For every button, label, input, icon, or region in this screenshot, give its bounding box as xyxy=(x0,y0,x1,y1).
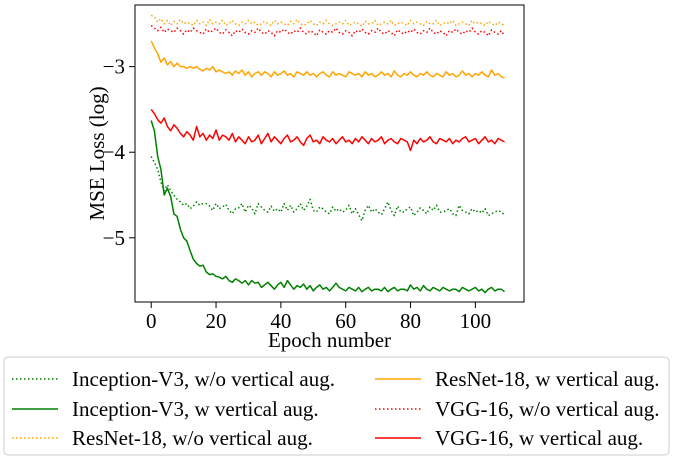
x-tick-label: 20 xyxy=(206,309,227,333)
series-line-1 xyxy=(150,120,505,294)
x-tick-label: 100 xyxy=(460,309,492,333)
legend-label: VGG-16, w vertical aug. xyxy=(435,426,643,450)
legend-label: Inception-V3, w/o vertical aug. xyxy=(72,367,335,391)
legend-box xyxy=(3,356,670,456)
y-axis-ticks: −3 −4 −5 xyxy=(103,55,135,250)
x-tick-label: 80 xyxy=(400,309,421,333)
y-tick-label: −5 xyxy=(103,226,125,250)
x-tick-label: 40 xyxy=(270,309,291,333)
x-axis-label: Epoch number xyxy=(268,328,391,352)
legend-label: Inception-V3, w vertical aug. xyxy=(72,397,319,421)
legend-label: ResNet-18, w vertical aug. xyxy=(435,367,660,391)
series-line-0 xyxy=(150,156,505,222)
y-tick-label: −3 xyxy=(103,55,125,79)
y-axis-label: MSE Loss (log) xyxy=(85,86,109,220)
x-tick-label: 60 xyxy=(335,309,356,333)
x-axis-ticks: 0 20 40 60 80 100 xyxy=(146,302,491,333)
x-tick-label: 0 xyxy=(146,309,157,333)
legend-label: VGG-16, w/o vertical aug. xyxy=(435,397,660,421)
plot-frame xyxy=(134,4,525,303)
legend: Inception-V3, w/o vertical aug. Inception… xyxy=(12,367,660,450)
series-line-2 xyxy=(150,14,505,28)
series-line-5 xyxy=(150,108,505,152)
y-tick-label: −4 xyxy=(103,140,126,164)
series-line-4 xyxy=(150,24,506,37)
legend-label: ResNet-18, w/o vertical aug. xyxy=(72,426,313,450)
series-line-3 xyxy=(150,40,505,79)
series-layer xyxy=(150,14,506,294)
